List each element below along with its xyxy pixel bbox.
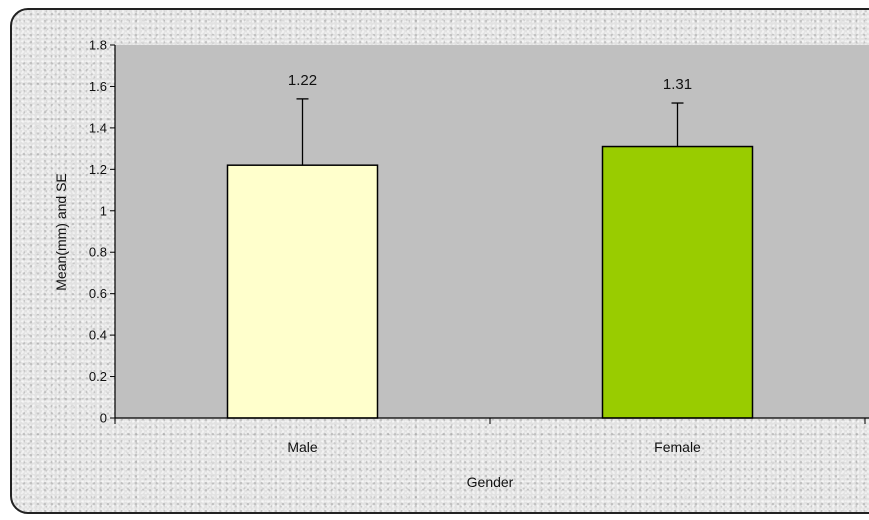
y-tick-label: 1.4 <box>89 120 107 135</box>
y-tick-label: 0.6 <box>89 286 107 301</box>
y-tick-label: 1.8 <box>89 38 107 53</box>
y-tick-label: 1.6 <box>89 79 107 94</box>
data-label-female: 1.31 <box>663 76 692 93</box>
y-axis-title: Mean(mm) and SE <box>53 173 69 290</box>
error-bars-group <box>296 98 684 166</box>
y-tick-label: 1 <box>100 203 107 218</box>
y-tick-label: 0.2 <box>89 369 107 384</box>
y-tick-label: 0.8 <box>89 245 107 260</box>
x-axis-title: Gender <box>467 474 514 490</box>
y-tick-label: 1.2 <box>89 162 107 177</box>
bars-group <box>226 145 754 419</box>
y-axis-ticks: 0 0.2 0.4 0.6 0.8 1 1.2 1.4 1.6 1.8 <box>89 38 115 426</box>
data-labels-group: 1.22 1.31 <box>288 72 692 93</box>
bar-male <box>226 164 379 419</box>
data-label-male: 1.22 <box>288 72 317 89</box>
x-axis-ticks: Male Female <box>114 418 866 455</box>
y-tick-label: 0.4 <box>89 328 107 343</box>
y-tick-label: 0 <box>100 411 107 426</box>
bar-female <box>601 145 754 419</box>
x-tick-label-female: Female <box>654 439 701 455</box>
x-tick-label-male: Male <box>287 439 318 455</box>
